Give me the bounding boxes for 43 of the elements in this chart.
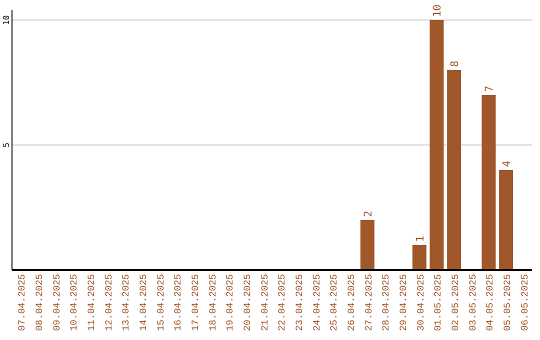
y-tick-label: 5: [2, 142, 11, 148]
x-tick-label: 10.04.2025: [68, 274, 80, 332]
data-label: 2: [362, 210, 374, 217]
x-tick-label: 19.04.2025: [224, 274, 236, 332]
x-tick-label: 09.04.2025: [51, 274, 62, 332]
x-tick-label: 26.04.2025: [346, 274, 357, 332]
bar: [447, 70, 462, 270]
x-tick-label: 08.04.2025: [34, 274, 45, 332]
x-tick-label: 14.04.2025: [138, 274, 149, 332]
data-label: 8: [449, 60, 462, 67]
bar: [482, 95, 496, 270]
x-tick-label: 25.04.2025: [328, 274, 340, 332]
bar: [430, 20, 444, 270]
x-tick-label: 21.04.2025: [259, 274, 270, 332]
x-tick-label: 17.04.2025: [190, 274, 201, 332]
x-tick-label: 27.04.2025: [363, 274, 374, 332]
x-tick-label: 28.04.2025: [380, 274, 392, 332]
x-tick-label: 02.05.2025: [450, 274, 461, 332]
x-tick-label: 23.04.2025: [294, 274, 305, 332]
data-label: 1: [414, 236, 426, 242]
x-tick-label: 03.05.2025: [467, 274, 478, 332]
x-tick-label: 22.04.2025: [276, 274, 288, 332]
x-tick-label: 16.04.2025: [172, 274, 184, 332]
x-tick-label: 04.05.2025: [484, 274, 496, 332]
x-tick-label: 06.05.2025: [519, 274, 530, 332]
x-tick-label: 15.04.2025: [155, 274, 166, 332]
x-tick-label: 12.04.2025: [103, 274, 114, 332]
data-label: 4: [501, 160, 514, 167]
x-tick-label: 13.04.2025: [120, 274, 132, 332]
x-tick-label: 29.04.2025: [398, 274, 409, 332]
x-tick-label: 18.04.2025: [207, 274, 218, 332]
x-tick-label: 07.04.2025: [16, 274, 28, 332]
x-tick-label: 30.04.2025: [415, 274, 426, 332]
bar: [499, 170, 514, 270]
x-tick-label: 01.05.2025: [432, 274, 444, 332]
x-tick-label: 05.05.2025: [502, 274, 513, 332]
x-tick-label: 20.04.2025: [242, 274, 253, 332]
x-tick-label: 11.04.2025: [86, 274, 97, 332]
bar: [360, 220, 374, 270]
bar: [412, 245, 426, 270]
data-label: 7: [484, 86, 496, 92]
data-label: 10: [432, 4, 444, 17]
x-tick-label: 24.04.2025: [311, 274, 322, 332]
